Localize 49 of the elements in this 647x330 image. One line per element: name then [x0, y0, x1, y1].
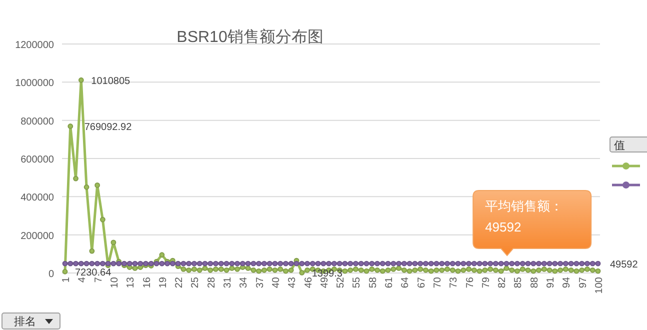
- y-tick-label: 800000: [20, 116, 54, 128]
- x-tick-label: 73: [448, 276, 460, 288]
- x-tick-label: 97: [578, 276, 589, 288]
- x-tick-label: 64: [400, 276, 412, 288]
- y-tick-label: 400000: [20, 192, 54, 204]
- x-tick-label: 91: [546, 276, 557, 288]
- x-tick-label: 37: [254, 276, 266, 288]
- data-label: 1010805: [91, 76, 131, 88]
- y-tick-label: 1000000: [15, 78, 54, 90]
- x-tick-label: 52: [336, 276, 347, 288]
- x-tick-label: 13: [126, 276, 137, 288]
- y-tick-label: 0: [48, 269, 54, 280]
- x-tick-label: 28: [206, 276, 218, 288]
- x-tick-label: 7: [93, 276, 104, 283]
- x-tick-label: 43: [287, 276, 298, 288]
- x-tick-label: 19: [158, 276, 169, 288]
- x-tick-label: 1: [61, 276, 72, 283]
- data-label: 7230.64: [75, 268, 112, 279]
- y-tick-label: 200000: [20, 230, 54, 242]
- x-tick-label: 79: [480, 276, 492, 288]
- x-tick-label: 82: [497, 276, 508, 288]
- x-tick-label: 22: [174, 276, 186, 288]
- x-tick-label: 16: [142, 276, 153, 288]
- legend-title: 值: [614, 140, 625, 152]
- y-tick-label: 600000: [20, 154, 54, 166]
- x-tick-label: 67: [416, 276, 428, 288]
- x-tick-label: 70: [432, 276, 444, 288]
- data-label: 769092.92: [84, 122, 132, 134]
- x-tick-label: 94: [562, 276, 573, 288]
- x-tick-label: 58: [368, 276, 379, 288]
- x-tick-label: 31: [222, 276, 234, 288]
- x-tick-label: 61: [384, 276, 396, 288]
- x-tick-label: 10: [109, 276, 120, 288]
- x-tick-label: 88: [529, 276, 540, 288]
- x-tick-label: 76: [464, 276, 476, 288]
- chart-title: BSR10销售额分布图: [176, 28, 324, 46]
- x-tick-label: 25: [190, 276, 202, 288]
- data-label: 49592: [610, 260, 638, 271]
- x-tick-label: 46: [303, 276, 314, 288]
- x-tick-label: 34: [238, 276, 250, 288]
- x-tick-label: 100: [594, 276, 605, 294]
- x-tick-label: 49: [319, 276, 330, 288]
- x-tick-label: 55: [352, 276, 363, 288]
- x-tick-label: 4: [77, 276, 88, 283]
- y-tick-label: 1200000: [15, 40, 54, 51]
- text: 排名: [14, 316, 36, 328]
- x-tick-label: 40: [270, 276, 282, 288]
- x-tick-label: 85: [513, 276, 524, 288]
- annotation: 平均销售额： 49592: [485, 198, 564, 235]
